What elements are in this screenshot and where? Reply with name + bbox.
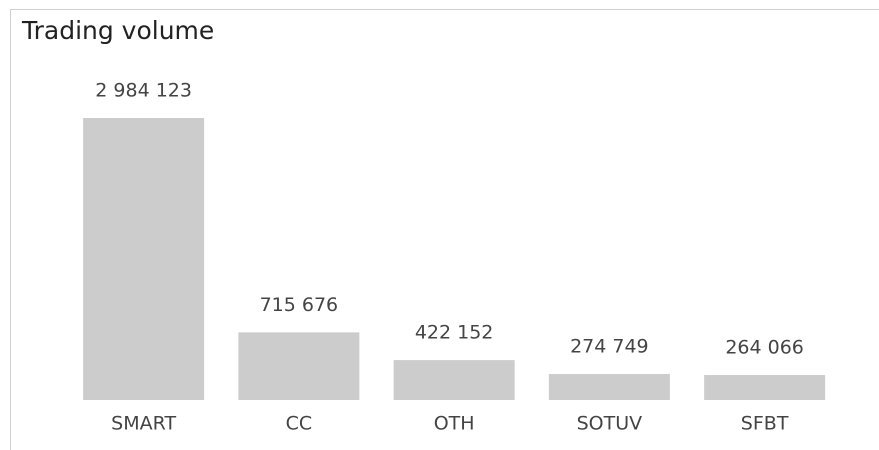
data-label: 264 066 [725,337,804,359]
data-label: 422 152 [415,322,494,344]
bar [548,374,670,400]
x-tick-label: SFBT [741,413,789,435]
bar [83,118,205,400]
chart-title: Trading volume [21,16,214,45]
x-tick-label: SMART [111,413,176,435]
bar [238,332,360,400]
x-tick-label: CC [286,413,313,435]
bar [393,360,515,400]
x-tick-label: OTH [434,413,475,435]
data-label: 274 749 [570,336,649,358]
bar [704,375,826,400]
x-tick-label: SOTUV [577,413,643,435]
data-label: 715 676 [260,294,339,316]
data-label: 2 984 123 [95,80,192,102]
